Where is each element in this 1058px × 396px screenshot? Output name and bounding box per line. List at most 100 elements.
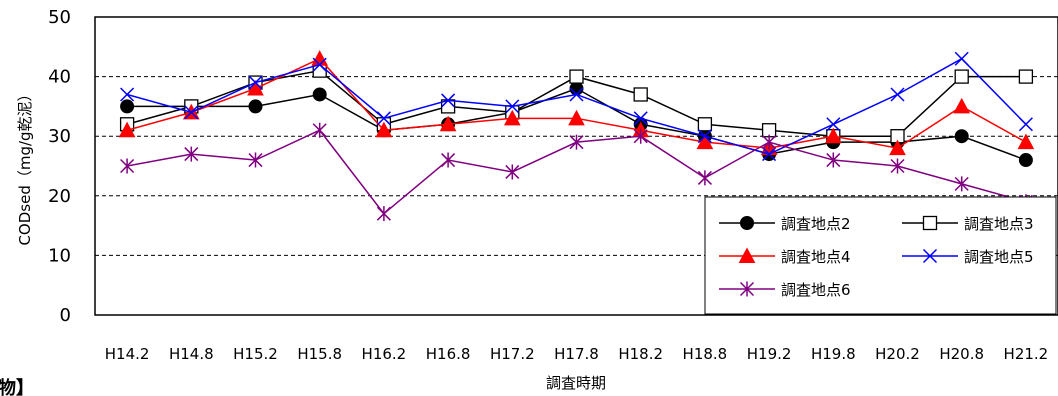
data-point [375, 121, 393, 138]
data-point [503, 109, 521, 126]
data-point [441, 152, 456, 168]
y-axis-title: CODsed（mg/g乾泥） [16, 86, 34, 245]
legend-marker [922, 215, 938, 231]
data-point [633, 128, 648, 144]
data-point [569, 69, 584, 84]
y-tick-label: 10 [48, 245, 71, 266]
data-point [954, 69, 969, 84]
corner-text: 物】 [0, 377, 34, 396]
data-point [1017, 133, 1035, 150]
data-point [439, 115, 457, 132]
y-tick-label: 20 [48, 186, 71, 207]
legend-marker [738, 247, 756, 263]
y-tick-label: 50 [48, 7, 71, 28]
x-tick-label: H20.8 [939, 345, 984, 363]
data-point [890, 87, 905, 102]
x-tick-label: H17.8 [554, 345, 599, 363]
x-tick-label: H17.2 [490, 345, 535, 363]
data-point [248, 75, 263, 90]
legend-label: 調査地点3 [964, 215, 1034, 233]
data-point [505, 164, 520, 180]
data-point [697, 129, 712, 144]
data-point [569, 134, 584, 150]
legend-marker [922, 248, 938, 264]
data-point [953, 97, 971, 114]
legend-label: 調査地点5 [964, 248, 1034, 266]
data-point [889, 139, 906, 156]
data-point [247, 79, 264, 96]
data-point [826, 152, 841, 168]
x-tick-label: H16.8 [426, 345, 471, 363]
data-point [1018, 69, 1034, 84]
data-point [312, 87, 327, 102]
y-tick-label: 0 [60, 305, 71, 326]
data-point [890, 158, 905, 174]
data-point [633, 87, 648, 102]
series-layer [118, 50, 1035, 222]
plot-area [94, 16, 1058, 316]
data-point [568, 109, 585, 126]
data-point [312, 57, 327, 72]
series-5 [120, 122, 1033, 222]
legend-label: 調査地点2 [781, 215, 851, 233]
legend-item: 調査地点4 [719, 247, 851, 266]
legend-marker [740, 216, 754, 230]
data-point [954, 51, 969, 66]
x-axis-title: 調査時期 [546, 374, 606, 392]
x-tick-label: H21.2 [1004, 345, 1049, 363]
x-tick-label: H14.2 [105, 345, 150, 363]
data-point [184, 105, 199, 120]
legend-item: 調査地点2 [719, 215, 851, 233]
data-point [569, 81, 584, 96]
x-tick-label: H15.2 [233, 345, 278, 363]
data-point [633, 111, 648, 126]
data-point [248, 99, 263, 114]
data-point [697, 170, 712, 186]
data-point [569, 87, 584, 102]
x-axis-ticks: H14.2 H14.8 H15.2 H15.8 H16.2 H16.8 H17.2 H17.8… [105, 345, 1048, 363]
data-point [954, 129, 969, 144]
x-tick-label: H19.8 [811, 345, 856, 363]
data-point [1018, 153, 1033, 168]
data-point [696, 133, 714, 150]
data-point [120, 87, 135, 102]
data-point [954, 176, 969, 192]
data-point [184, 146, 199, 162]
data-point [248, 152, 263, 168]
x-tick-label: H20.2 [875, 345, 920, 363]
data-point [118, 121, 136, 138]
data-point [826, 117, 841, 132]
legend: 調査地点2 調査地点3 調査地点4 調査地点5 調査地点6 [704, 196, 1057, 315]
data-point [376, 206, 391, 222]
y-tick-label: 30 [48, 126, 71, 147]
series-4 [120, 51, 1033, 162]
data-point [1018, 117, 1033, 132]
data-point [824, 127, 842, 144]
x-tick-label: H19.2 [747, 345, 792, 363]
x-tick-label: H15.8 [297, 345, 342, 363]
data-point [441, 93, 456, 108]
data-point [311, 50, 329, 66]
y-axis-ticks: 0 10 20 30 40 50 [48, 7, 71, 326]
y-tick-label: 40 [48, 67, 71, 88]
x-tick-label: H18.8 [683, 345, 728, 363]
legend-label: 調査地点6 [781, 281, 851, 299]
legend-item: 調査地点6 [719, 281, 851, 299]
legend-marker [739, 281, 755, 297]
data-point [120, 99, 135, 114]
legend-label: 調査地点4 [781, 248, 851, 266]
series-3 [118, 50, 1035, 156]
data-point [120, 158, 135, 174]
legend-item: 調査地点3 [902, 215, 1034, 233]
x-tick-label: H18.2 [618, 345, 663, 363]
x-tick-label: H14.8 [169, 345, 214, 363]
data-point [697, 117, 713, 132]
legend-item: 調査地点5 [902, 248, 1034, 266]
data-point [376, 111, 391, 126]
data-point [762, 147, 777, 162]
data-point [762, 134, 777, 150]
data-point [312, 122, 327, 138]
x-tick-label: H16.2 [362, 345, 407, 363]
data-point [505, 99, 520, 114]
